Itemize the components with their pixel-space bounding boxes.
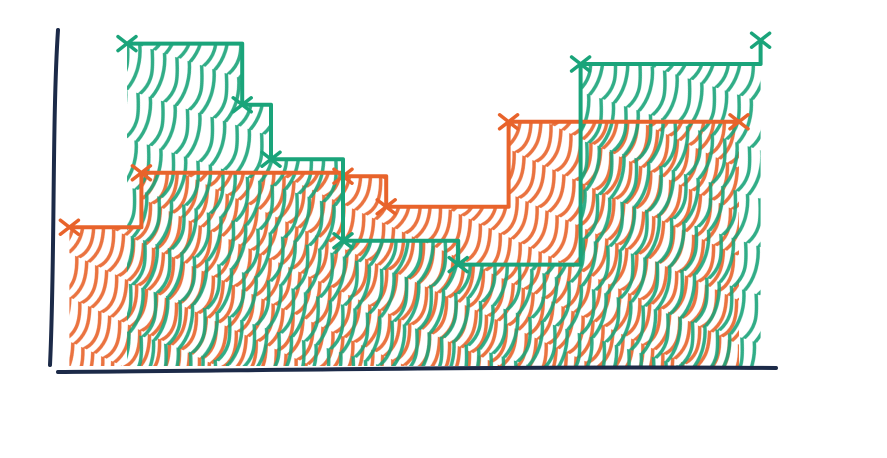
x-axis (56, 365, 778, 374)
point-marker (260, 150, 282, 168)
point-marker (447, 255, 469, 274)
point-marker (728, 113, 750, 131)
area-fill (127, 40, 761, 366)
point-marker (130, 164, 153, 182)
point-marker (497, 113, 520, 131)
point-marker (116, 34, 138, 53)
point-marker (749, 31, 772, 49)
y-axis (48, 28, 60, 367)
step-line (67, 119, 741, 230)
point-marker (231, 96, 253, 114)
point-marker (332, 232, 354, 250)
lines (58, 31, 772, 274)
fills (69, 40, 761, 366)
point-marker (58, 218, 81, 236)
point-marker (375, 198, 397, 216)
point-marker (569, 55, 592, 73)
